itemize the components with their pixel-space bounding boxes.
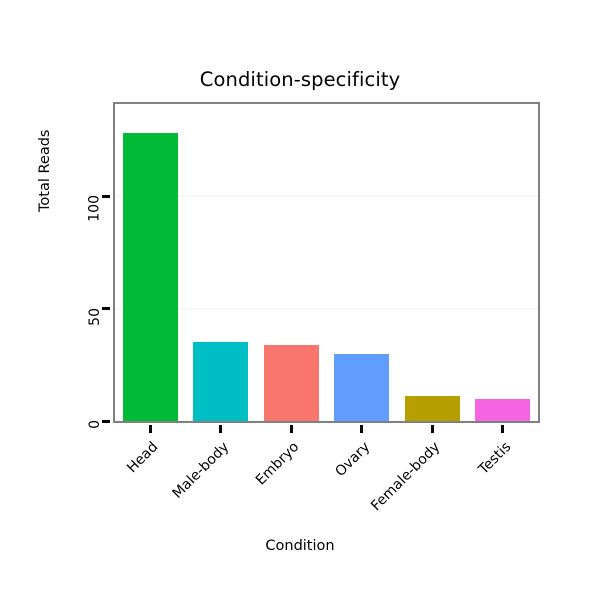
y-axis-title: Total Reads	[37, 129, 53, 212]
x-tick-label: Head	[124, 439, 162, 477]
y-tick-mark	[102, 194, 110, 198]
gridline	[115, 307, 538, 310]
x-tick-label: Embryo	[253, 439, 303, 489]
x-tick-label: Testis	[475, 439, 515, 478]
y-tick-label: 100	[87, 195, 103, 222]
x-tick-mark	[148, 425, 152, 433]
y-tick-mark	[102, 419, 110, 423]
x-tick-mark	[219, 425, 223, 433]
x-tick-mark	[501, 425, 505, 433]
chart-title: Condition-specificity	[199, 68, 401, 91]
gridline	[115, 420, 538, 421]
gridline	[115, 195, 538, 198]
x-tick-label: Male-body	[169, 439, 233, 502]
x-tick-mark	[430, 425, 434, 433]
bar-ovary[interactable]	[334, 353, 390, 421]
bar-embryo[interactable]	[263, 344, 319, 421]
x-axis-title: Condition	[265, 538, 335, 554]
y-tick-mark	[102, 307, 110, 311]
plot-panel	[113, 102, 540, 423]
bar-testis[interactable]	[475, 398, 531, 421]
bar-head[interactable]	[122, 133, 178, 421]
x-tick-mark	[360, 425, 364, 433]
y-tick-label: 0	[87, 420, 103, 429]
x-tick-label: Ovary	[332, 439, 374, 480]
x-tick-label: Female-body	[368, 439, 444, 515]
x-tick-mark	[289, 425, 293, 433]
bar-female-body[interactable]	[404, 396, 460, 421]
y-tick-label: 50	[87, 307, 103, 326]
plot-area	[115, 104, 538, 421]
bar-male-body[interactable]	[193, 342, 249, 421]
